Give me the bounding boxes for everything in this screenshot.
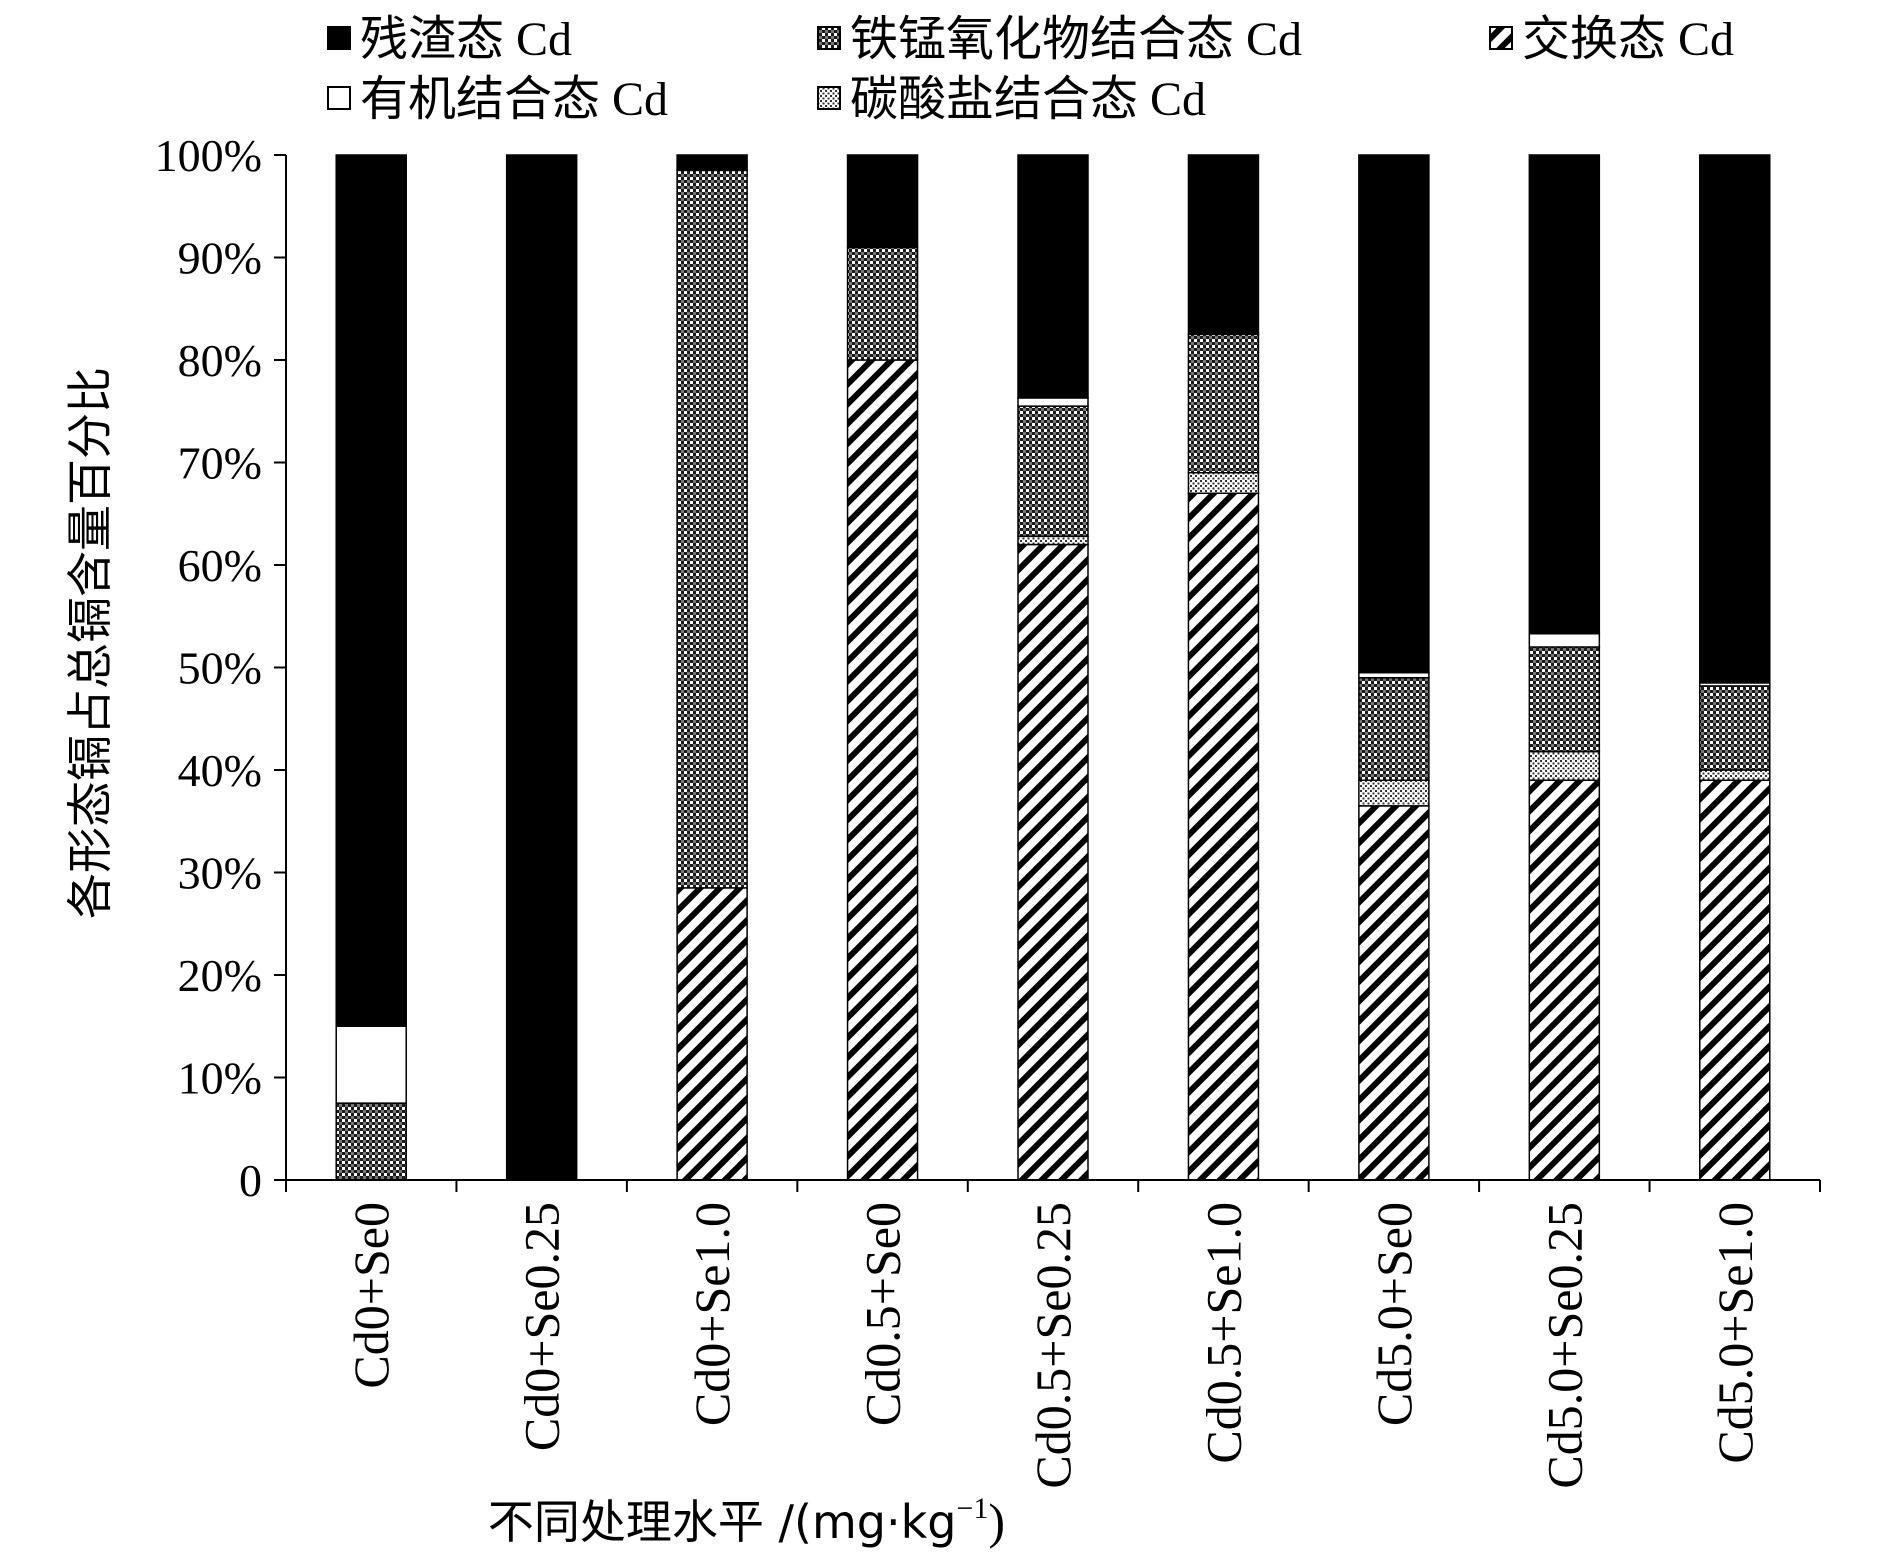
legend-label: 碳酸盐结合态 Cd	[850, 73, 1206, 126]
x-axis-title-end: )	[988, 1493, 1005, 1549]
bar-segment-fine-dots	[1699, 769, 1771, 781]
legend-label: 铁锰氧化物结合态 Cd	[850, 13, 1302, 66]
bar-segment-cross-hatch	[1017, 405, 1089, 538]
bar-segment-solid-black	[505, 154, 578, 1181]
bar-stack	[335, 154, 407, 1181]
legend-swatch	[327, 86, 351, 110]
bar-segment-cross-hatch	[846, 246, 919, 361]
bar-segment-white	[1017, 397, 1089, 407]
bar-stack	[1017, 154, 1089, 1181]
legend-item: 碳酸盐结合态 Cd	[817, 73, 1206, 126]
bar-stack	[1358, 154, 1430, 1181]
bar-segment-diagonal-hatch	[1358, 805, 1430, 1181]
bar-segment-diagonal-hatch	[1699, 779, 1771, 1181]
y-tick-label: 0	[239, 1155, 262, 1206]
x-axis-title-main: 不同处理水平 /(mg·kg	[488, 1495, 957, 1549]
legend: 残渣态 Cd 铁锰氧化物结合态 Cd 交换态 Cd 有机结合态 Cd 碳酸盐结合态 Cd	[327, 13, 1734, 126]
legend-label: 残渣态 Cd	[360, 13, 572, 66]
bar-segment-diagonal-hatch	[846, 359, 919, 1181]
x-axis: Cd0+Se0 Cd0+Se0.25 Cd0+Se1.0 Cd0.5+Se0 Cd0.5…	[285, 1179, 1821, 1489]
y-tick-label: 10%	[178, 1053, 262, 1104]
y-tick-label: 90%	[178, 233, 262, 284]
bar-segment-fine-dots	[1187, 472, 1260, 494]
y-tick-label: 60%	[178, 540, 262, 591]
bar-segment-white	[1528, 632, 1601, 648]
x-tick-label: Cd0.5+Se0.25	[1025, 1202, 1081, 1489]
bar-stack	[676, 154, 748, 1181]
y-tick-label: 40%	[178, 745, 262, 796]
bar-segment-solid-black	[1358, 154, 1430, 674]
legend-swatch	[1489, 26, 1513, 50]
bar-segment-solid-black	[1187, 154, 1260, 336]
legend-item: 有机结合态 Cd	[327, 73, 668, 126]
x-axis-title: 不同处理水平 /(mg·kg−1)	[488, 1492, 1005, 1549]
bar-segment-white	[1358, 671, 1430, 679]
x-tick-label: Cd0.5+Se1.0	[1195, 1202, 1251, 1464]
bar-stack	[846, 154, 919, 1181]
bar-segment-cross-hatch	[335, 1102, 407, 1181]
y-tick-label: 50%	[178, 643, 262, 694]
bar-segment-cross-hatch	[1528, 646, 1601, 753]
x-tick-label: Cd5.0+Se0	[1366, 1202, 1422, 1426]
legend-swatch	[817, 26, 841, 50]
legend-item: 残渣态 Cd	[327, 13, 572, 66]
x-tick-label: Cd0.5+Se0	[855, 1202, 911, 1426]
legend-label: 交换态 Cd	[1522, 13, 1734, 66]
legend-item: 铁锰氧化物结合态 Cd	[817, 13, 1302, 66]
bar-stack	[1187, 154, 1260, 1181]
legend-label: 有机结合态 Cd	[360, 73, 668, 126]
bar-segment-fine-dots	[1017, 535, 1089, 546]
bar-segment-cross-hatch	[676, 169, 748, 889]
bar-segment-diagonal-hatch	[1187, 492, 1260, 1181]
x-tick-label: Cd0+Se0.25	[514, 1202, 570, 1451]
bar-segment-cross-hatch	[1699, 685, 1771, 771]
y-axis-title: 各形态镉占总镉含量百分比	[63, 367, 117, 919]
bars	[335, 154, 1771, 1181]
bar-segment-diagonal-hatch	[1528, 779, 1601, 1181]
x-tick-label: Cd5.0+Se1.0	[1707, 1202, 1763, 1464]
bar-segment-diagonal-hatch	[1017, 543, 1089, 1181]
bar-segment-cross-hatch	[1358, 677, 1430, 781]
bar-segment-fine-dots	[1358, 779, 1430, 807]
bar-segment-cross-hatch	[1187, 333, 1260, 474]
y-tick-label: 80%	[178, 335, 262, 386]
bar-stack	[505, 154, 578, 1181]
bar-segment-solid-black	[1017, 154, 1089, 399]
bar-segment-diagonal-hatch	[676, 887, 748, 1181]
bar-segment-solid-black	[335, 154, 407, 1027]
legend-swatch	[817, 86, 841, 110]
x-axis-title-superscript: −1	[956, 1492, 988, 1525]
legend-swatch	[327, 26, 351, 50]
bar-stack	[1699, 154, 1771, 1181]
y-tick-label: 20%	[178, 950, 262, 1001]
bar-segment-fine-dots	[1528, 750, 1601, 781]
bar-segment-solid-black	[1528, 154, 1601, 635]
y-tick-label: 70%	[178, 438, 262, 489]
legend-item: 交换态 Cd	[1489, 13, 1734, 66]
y-axis: 0 10% 20% 30% 40% 50% 60% 70% 80% 90% 100%	[155, 130, 287, 1206]
bar-segment-solid-black	[846, 154, 919, 248]
x-tick-label: Cd5.0+Se0.25	[1536, 1202, 1592, 1489]
x-tick-label: Cd0+Se0	[343, 1202, 399, 1389]
bar-stack	[1528, 154, 1601, 1181]
bar-segment-solid-black	[676, 154, 748, 172]
y-tick-label: 100%	[155, 130, 262, 181]
x-tick-label: Cd0+Se1.0	[684, 1202, 740, 1426]
y-tick-label: 30%	[178, 848, 262, 899]
bar-segment-white	[335, 1025, 407, 1104]
bar-segment-solid-black	[1699, 154, 1771, 684]
